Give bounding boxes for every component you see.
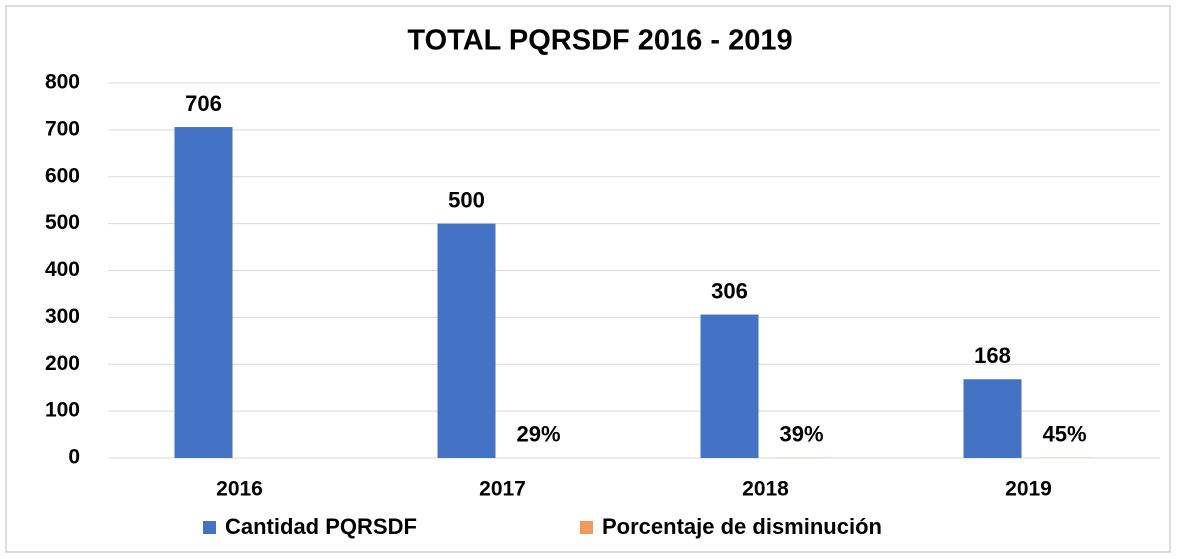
- bar: [700, 314, 759, 458]
- legend-swatch: [203, 521, 216, 534]
- x-tick-label: 2019: [1005, 478, 1052, 501]
- data-label: 306: [711, 278, 748, 303]
- y-tick-label: 400: [45, 258, 80, 281]
- bar: [963, 379, 1022, 458]
- x-tick-label: 2017: [479, 478, 526, 501]
- legend-swatch: [580, 521, 593, 534]
- x-tick-label: 2016: [216, 478, 263, 501]
- y-tick-label: 0: [68, 446, 80, 469]
- data-label: 706: [185, 91, 222, 116]
- data-label: 168: [974, 343, 1011, 368]
- y-tick-label: 200: [45, 352, 80, 375]
- legend-label: Porcentaje de disminución: [602, 514, 882, 539]
- chart-title: TOTAL PQRSDF 2016 - 2019: [407, 25, 792, 57]
- x-tick-label: 2018: [742, 478, 789, 501]
- y-tick-label: 600: [45, 164, 80, 187]
- y-tick-label: 700: [45, 117, 80, 140]
- data-label: 29%: [516, 422, 560, 447]
- data-label: 39%: [779, 422, 823, 447]
- data-label: 45%: [1042, 422, 1086, 447]
- y-tick-label: 100: [45, 399, 80, 422]
- y-tick-label: 800: [45, 71, 80, 94]
- data-label: 500: [448, 187, 485, 212]
- legend-label: Cantidad PQRSDF: [225, 514, 417, 539]
- bar: [437, 223, 496, 458]
- y-tick-label: 300: [45, 305, 80, 328]
- y-tick-label: 500: [45, 211, 80, 234]
- bar: [174, 127, 233, 458]
